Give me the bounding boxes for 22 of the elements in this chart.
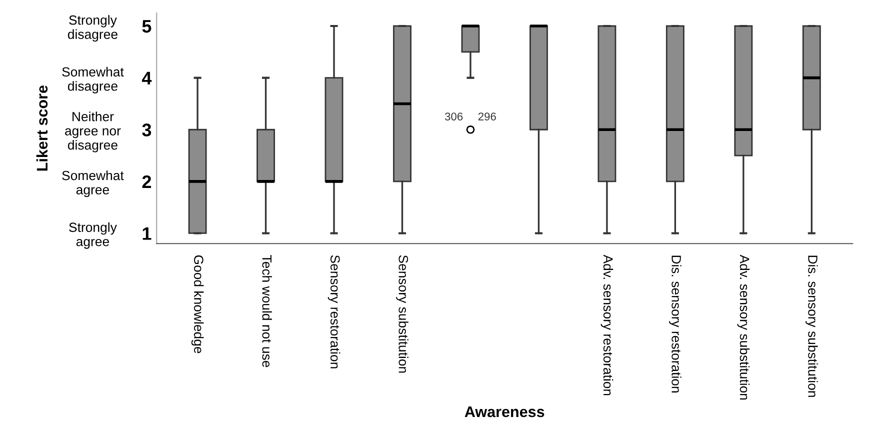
y-tick-label: 5 [142, 20, 152, 33]
y-tick-label: 3 [142, 124, 152, 136]
x-axis-title: Awareness [464, 406, 544, 418]
x-tick-label: Dis. sensory substitution [806, 256, 818, 397]
x-tick-label: Tech would not use [262, 255, 272, 368]
x-tick-label: Adv. sensory substitution [737, 254, 750, 400]
y-tick-label: 1 [142, 227, 152, 240]
x-tick-label: Sensory substitution [396, 255, 408, 373]
text: Likert score [36, 86, 48, 171]
y-tick-label: 2 [142, 175, 152, 188]
annotation: 306 [444, 112, 463, 120]
text: Strongly disagree [68, 15, 118, 42]
x-tick-label: Sensory restoration [328, 255, 340, 368]
x-tick-label: Dis. sensory restoration [669, 256, 682, 392]
annotation: 296 [478, 112, 496, 120]
y-tick-label: 4 [142, 72, 152, 84]
text: Neither agree nor disagree [65, 112, 121, 152]
text: Somewhat disagree [62, 66, 124, 94]
text: Somewhat agree [62, 170, 124, 198]
text: Strongly agree [69, 222, 117, 249]
x-tick-label: Good knowledge [191, 255, 204, 354]
x-tick-label: Adv. sensory restoration [600, 254, 614, 396]
